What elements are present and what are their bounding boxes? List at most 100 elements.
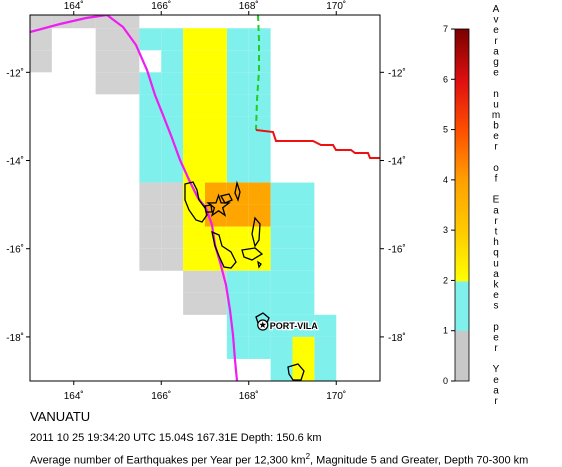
grid-cell bbox=[205, 270, 227, 293]
grid-cell bbox=[139, 116, 162, 139]
grid-cell bbox=[226, 292, 249, 315]
colorbar-tick-label: 5 bbox=[443, 125, 448, 135]
grid-cell bbox=[270, 336, 293, 359]
grid-cell bbox=[161, 248, 184, 271]
grid-cell bbox=[161, 28, 184, 51]
city-marker-star bbox=[259, 321, 267, 328]
grid-cell bbox=[314, 314, 337, 337]
island-pentecost bbox=[251, 216, 261, 248]
grid-cell bbox=[314, 358, 337, 381]
grid-cell bbox=[183, 270, 205, 293]
y-tick-label-left: -14˚ bbox=[6, 156, 24, 168]
description-superscript: 2 bbox=[305, 452, 311, 461]
grid-cell bbox=[226, 50, 249, 73]
grid-cell bbox=[183, 292, 205, 315]
grid-cell bbox=[205, 116, 227, 139]
grid-cell bbox=[314, 336, 337, 359]
grid-cell bbox=[139, 94, 162, 117]
grid-cell bbox=[248, 248, 271, 271]
colorbar-tick-label: 2 bbox=[443, 275, 448, 285]
grid-cell bbox=[270, 248, 293, 271]
grid-cell bbox=[270, 204, 293, 227]
grid-cell bbox=[183, 72, 205, 95]
x-tick-label-top: 168˚ bbox=[239, 0, 259, 12]
island-malo bbox=[204, 204, 213, 213]
colorbar-tick-label: 1 bbox=[443, 326, 448, 336]
grid-cell bbox=[292, 248, 315, 271]
x-tick-label-top: 170˚ bbox=[326, 0, 346, 12]
island-erromango bbox=[287, 363, 305, 381]
grid-cell bbox=[226, 336, 249, 359]
grid-cell bbox=[161, 226, 184, 249]
y-tick-label-right: -12˚ bbox=[388, 67, 406, 79]
grid-cell bbox=[248, 72, 271, 95]
grid-cell bbox=[139, 248, 162, 271]
grid-cell bbox=[205, 50, 227, 73]
grid-cell bbox=[30, 15, 52, 29]
grid-cell bbox=[95, 72, 118, 95]
colorbar-tick-label: 0 bbox=[443, 376, 448, 386]
grid-cell bbox=[117, 28, 140, 51]
y-tick-label-left: -16˚ bbox=[6, 244, 24, 256]
grid-cell bbox=[95, 28, 118, 51]
event-info: 2011 10 25 19:34:20 UTC 15.04S 167.31E D… bbox=[30, 432, 322, 444]
map-description: Average number of Earthquakes per Year p… bbox=[30, 452, 528, 467]
grid-cell bbox=[292, 292, 315, 315]
x-tick-label-bottom: 170˚ bbox=[326, 390, 346, 402]
island-ambae bbox=[220, 193, 233, 204]
grid-cell bbox=[183, 94, 205, 117]
epicenter-star-icon bbox=[206, 193, 231, 217]
grid-cell bbox=[270, 292, 293, 315]
grid-cell bbox=[248, 270, 271, 293]
grid-cell bbox=[248, 138, 271, 161]
density-grid bbox=[30, 15, 337, 381]
grid-cell bbox=[248, 116, 271, 139]
grid-cell bbox=[292, 182, 315, 205]
y-tick-label-left: -18˚ bbox=[6, 332, 24, 344]
island-ambrym bbox=[241, 247, 264, 261]
grid-cell bbox=[161, 182, 184, 205]
x-tick-label-bottom: 164˚ bbox=[64, 390, 84, 402]
grid-cell bbox=[226, 138, 249, 161]
grid-cell bbox=[248, 160, 271, 183]
grid-cell bbox=[205, 28, 227, 51]
city-marker-icon bbox=[257, 319, 269, 331]
grid-cell bbox=[205, 292, 227, 315]
grid-cell bbox=[139, 182, 162, 205]
grid-cell bbox=[161, 94, 184, 117]
grid-cell bbox=[292, 204, 315, 227]
grid-cell bbox=[161, 72, 184, 95]
grid-cell bbox=[183, 248, 205, 271]
island-paama bbox=[257, 260, 262, 269]
y-tick-label-left: -12˚ bbox=[6, 67, 24, 79]
grid-cell bbox=[139, 226, 162, 249]
grid-cell bbox=[292, 314, 315, 337]
grid-cell bbox=[30, 28, 52, 51]
grid-cell bbox=[183, 116, 205, 139]
grid-cell bbox=[183, 138, 205, 161]
grid-cell bbox=[248, 292, 271, 315]
grid-cell bbox=[139, 204, 162, 227]
grid-cell bbox=[183, 226, 205, 249]
grid-cell bbox=[292, 336, 315, 359]
grid-cell bbox=[248, 182, 271, 205]
colorbar-ticks: 0 1 2 3 4 5 6 7 bbox=[443, 24, 455, 386]
grid-cell bbox=[248, 336, 271, 359]
grid-cell bbox=[183, 204, 205, 227]
grid-cell bbox=[226, 270, 249, 293]
grid-cell bbox=[226, 116, 249, 139]
colorbar-tick-label: 3 bbox=[443, 225, 448, 235]
grid-cell bbox=[161, 50, 184, 73]
colorbar-tick-label: 6 bbox=[443, 74, 448, 84]
grid-cell bbox=[117, 15, 140, 29]
description-text-suffix: , Magnitude 5 and Greater, Depth 70-300 … bbox=[310, 454, 529, 467]
y-tick-label-right: -16˚ bbox=[388, 244, 406, 256]
grid-cell bbox=[226, 160, 249, 183]
x-tick-label-bottom: 166˚ bbox=[151, 390, 171, 402]
plate-boundary-dashed bbox=[255, 15, 260, 131]
grid-cell bbox=[292, 226, 315, 249]
grid-cell bbox=[205, 72, 227, 95]
map-ticks bbox=[26, 11, 384, 385]
grid-cell bbox=[183, 28, 205, 51]
